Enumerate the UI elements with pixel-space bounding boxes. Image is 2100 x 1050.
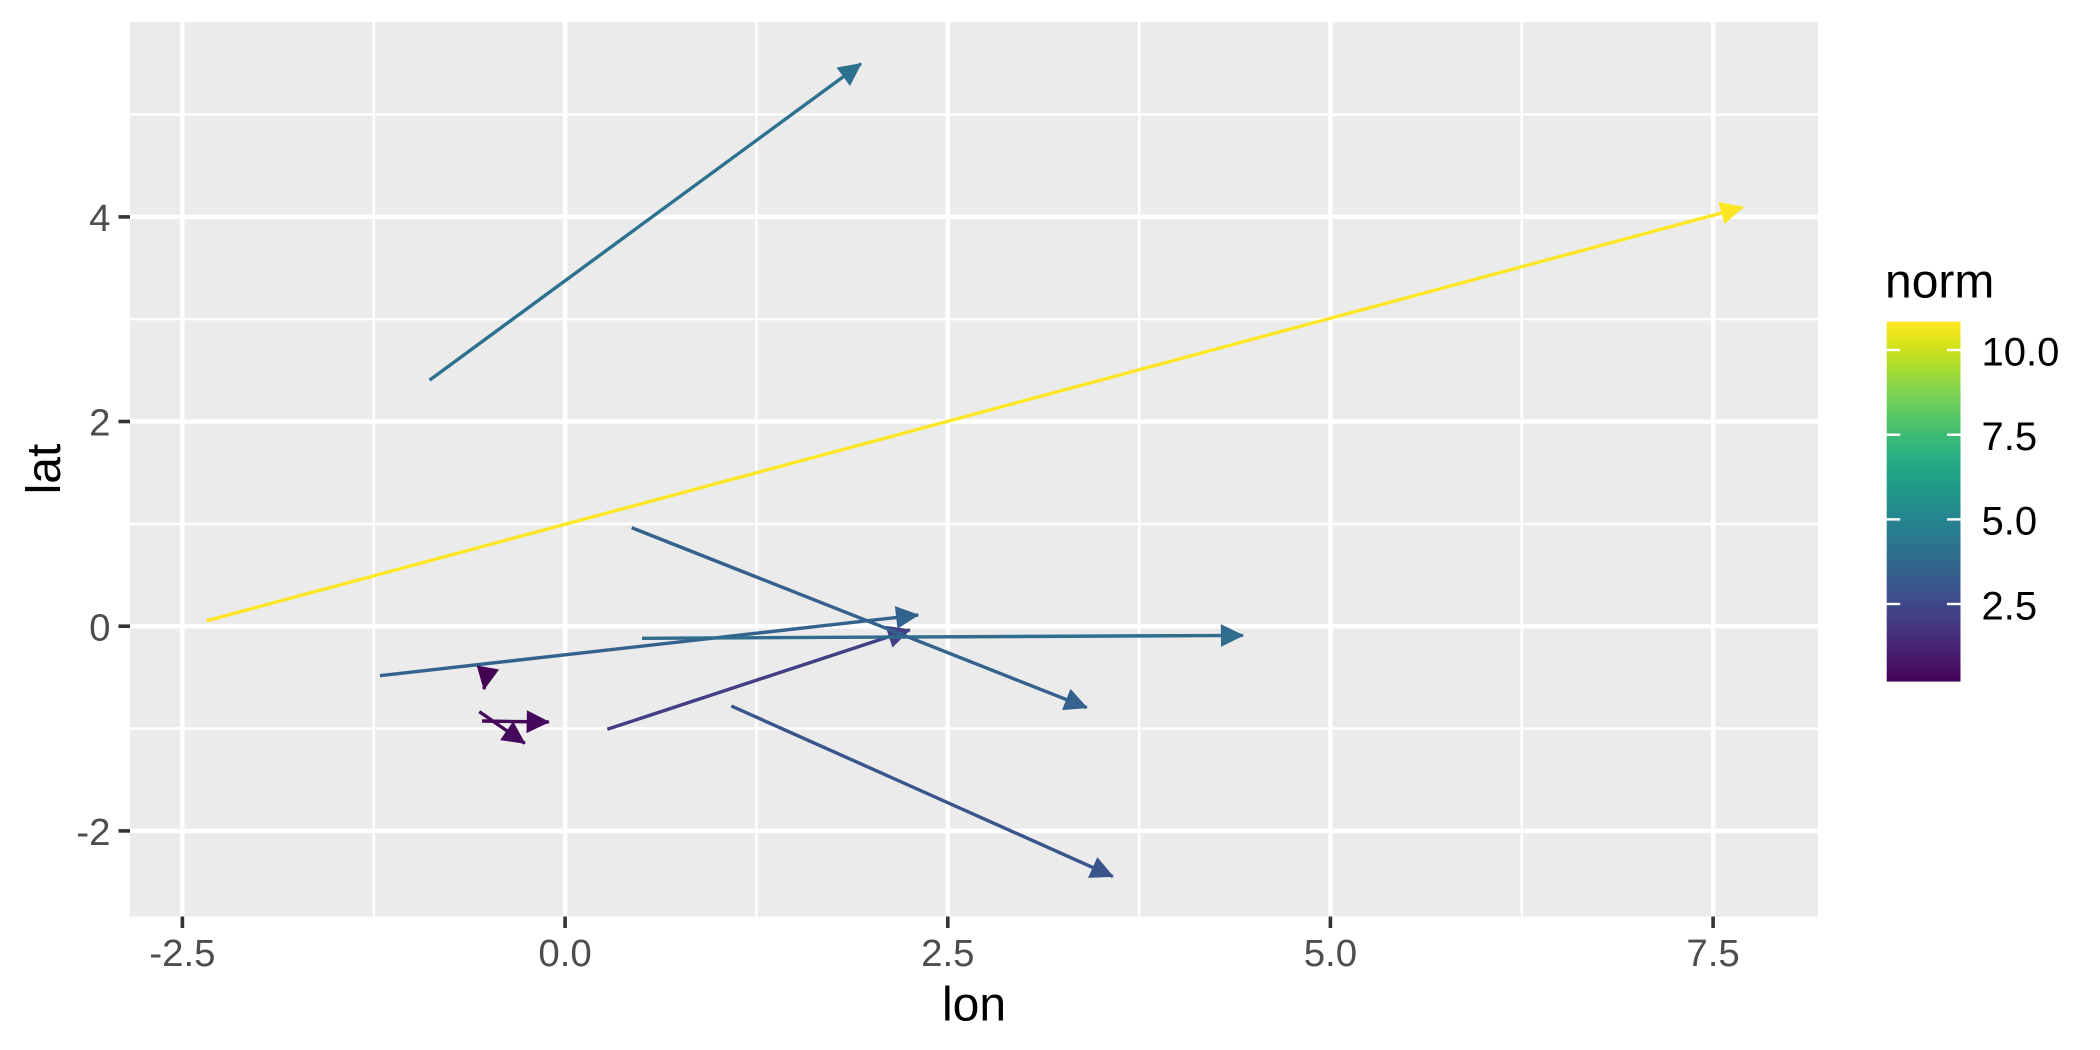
svg-text:5.0: 5.0 — [1304, 932, 1357, 975]
svg-text:0: 0 — [89, 606, 110, 649]
svg-text:lon: lon — [942, 979, 1006, 1032]
svg-text:2: 2 — [89, 402, 110, 445]
svg-text:7.5: 7.5 — [1686, 932, 1739, 975]
svg-text:2.5: 2.5 — [921, 932, 974, 975]
svg-text:lat: lat — [18, 444, 71, 495]
svg-text:4: 4 — [89, 197, 110, 240]
svg-text:5.0: 5.0 — [1982, 500, 2038, 544]
svg-text:10.0: 10.0 — [1982, 330, 2060, 374]
svg-text:0.0: 0.0 — [538, 932, 591, 975]
svg-text:-2.5: -2.5 — [149, 932, 215, 975]
svg-text:norm: norm — [1885, 256, 1994, 309]
svg-text:2.5: 2.5 — [1982, 584, 2038, 628]
svg-text:7.5: 7.5 — [1982, 415, 2038, 459]
svg-text:-2: -2 — [76, 811, 110, 854]
